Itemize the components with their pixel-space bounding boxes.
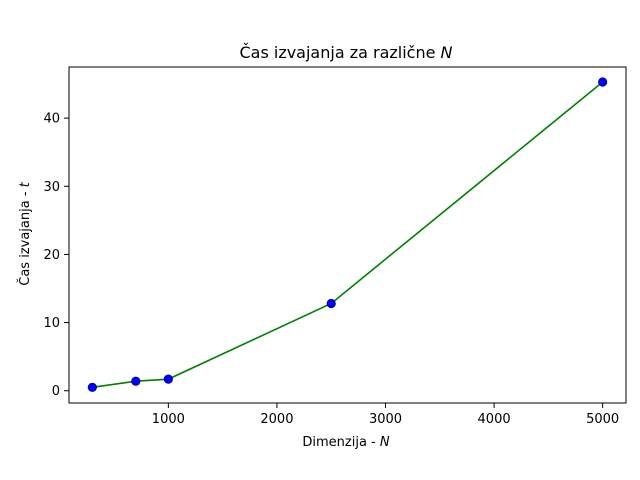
data-point (87, 382, 97, 392)
y-axis-label: Čas izvajanja - t (17, 181, 33, 285)
plot-area (68, 66, 627, 404)
data-point (326, 298, 336, 309)
x-tick-label: 5000 (586, 412, 619, 427)
y-tick-label: 20 (43, 248, 60, 263)
data-point (131, 376, 141, 386)
y-axis: 0 10 20 30 40 (43, 112, 69, 399)
data-point (163, 374, 173, 384)
x-tick-label: 3000 (369, 412, 402, 427)
x-axis: 1000 2000 3000 4000 5000 (152, 403, 619, 427)
x-tick-label: 4000 (478, 412, 511, 427)
x-axis-label: Dimenzija - N (302, 435, 390, 450)
chart-title: Čas izvajanja za različne N (239, 43, 452, 62)
plot-frame (68, 66, 627, 404)
y-tick-label: 10 (43, 316, 60, 331)
y-tick-label: 30 (43, 180, 60, 195)
x-tick-label: 2000 (260, 412, 293, 427)
series-group (87, 77, 608, 392)
y-tick-label: 0 (52, 384, 60, 399)
x-tick-label: 1000 (152, 412, 185, 427)
y-tick-label: 40 (43, 112, 60, 127)
data-point (598, 77, 608, 87)
